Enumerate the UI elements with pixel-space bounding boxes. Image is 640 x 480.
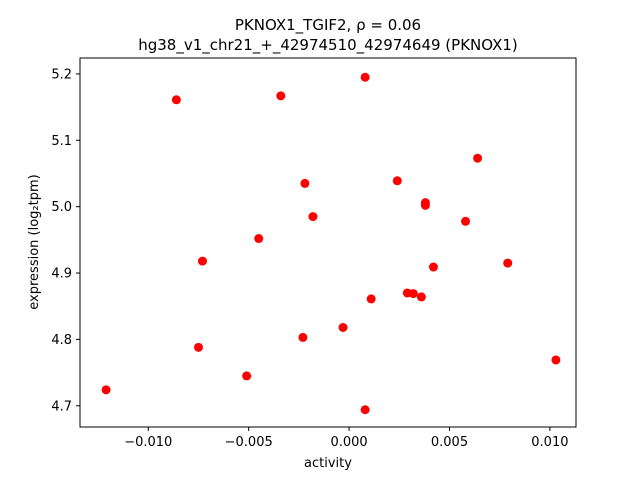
data-point [408, 289, 418, 299]
y-axis-label: expression (log₂tpm) [27, 174, 42, 309]
chart-title-line2: hg38_v1_chr21_+_42974510_42974649 (PKNOX… [138, 36, 518, 55]
data-point [503, 258, 513, 268]
data-point [338, 322, 348, 332]
data-point [101, 385, 111, 395]
y-tick-label: 4.7 [51, 399, 72, 414]
data-point [366, 294, 376, 304]
data-point [308, 212, 318, 222]
x-tick-label: 0.000 [330, 435, 367, 450]
y-tick-label: 4.8 [51, 333, 72, 348]
data-point [254, 234, 264, 244]
data-point [242, 371, 252, 381]
y-tick-label: 5.0 [51, 200, 72, 215]
x-tick-label: −0.005 [225, 435, 273, 450]
data-point [360, 405, 370, 415]
axis-ticks: −0.010 −0.005 0.000 0.005 0.010 4.7 4.8 4.9 5.0 5… [51, 67, 568, 450]
chart-title-line1: PKNOX1_TGIF2, ρ = 0.06 [235, 16, 421, 35]
x-tick-label: 0.010 [531, 435, 568, 450]
data-point [551, 355, 561, 365]
x-axis-label: activity [304, 456, 352, 471]
y-tick-label: 5.2 [51, 67, 72, 82]
data-points [101, 72, 561, 415]
x-tick-label: −0.010 [124, 435, 172, 450]
data-point [392, 176, 402, 186]
data-point [420, 200, 430, 210]
plot-frame [79, 57, 577, 428]
data-point [360, 72, 370, 82]
x-tick-label: 0.005 [431, 435, 468, 450]
data-point [171, 95, 181, 105]
data-point [473, 153, 483, 163]
data-point [193, 342, 203, 352]
data-point [416, 292, 426, 302]
data-point [428, 262, 438, 272]
data-point [276, 91, 286, 101]
data-point [461, 216, 471, 226]
data-point [197, 256, 207, 266]
y-tick-label: 5.1 [51, 134, 72, 149]
data-point [298, 332, 308, 342]
y-tick-label: 4.9 [51, 267, 72, 282]
data-point [300, 178, 310, 188]
